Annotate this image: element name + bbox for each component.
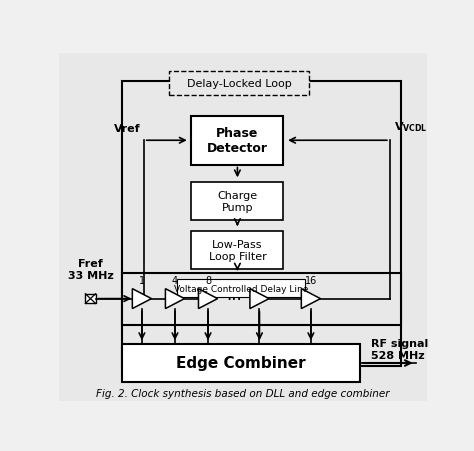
Text: 8: 8: [205, 276, 211, 285]
Text: 1: 1: [139, 276, 145, 285]
Text: Vref: Vref: [113, 124, 140, 134]
Text: Low-Pass
Loop Filter: Low-Pass Loop Filter: [209, 239, 266, 261]
Text: Fig. 2. Clock synthesis based on DLL and edge combiner: Fig. 2. Clock synthesis based on DLL and…: [96, 388, 390, 398]
Bar: [191, 117, 283, 165]
Text: Charge
Pump: Charge Pump: [218, 191, 257, 212]
Text: Fref
33 MHz: Fref 33 MHz: [68, 258, 113, 280]
Polygon shape: [301, 289, 320, 309]
Text: 16: 16: [305, 276, 317, 285]
Text: Phase
Detector: Phase Detector: [207, 127, 268, 155]
Bar: [85, 294, 96, 304]
Polygon shape: [165, 289, 184, 309]
Bar: [177, 280, 305, 297]
Polygon shape: [199, 289, 218, 309]
Bar: [191, 231, 283, 269]
Bar: [122, 344, 360, 382]
Text: RF signal
528 MHz: RF signal 528 MHz: [372, 338, 429, 360]
Polygon shape: [250, 289, 269, 309]
Text: Edge Combiner: Edge Combiner: [176, 356, 306, 371]
Text: 4: 4: [172, 276, 178, 285]
Text: Voltage Controlled Delay Line: Voltage Controlled Delay Line: [174, 284, 308, 293]
Bar: [122, 82, 401, 367]
Bar: [122, 273, 401, 325]
Bar: [191, 183, 283, 221]
Bar: [169, 71, 309, 96]
Polygon shape: [132, 289, 152, 309]
Text: $\mathbf{V_{VCDL}}$: $\mathbf{V_{VCDL}}$: [393, 120, 427, 134]
Text: Delay-Locked Loop: Delay-Locked Loop: [187, 78, 292, 89]
Text: ···: ···: [226, 290, 242, 308]
